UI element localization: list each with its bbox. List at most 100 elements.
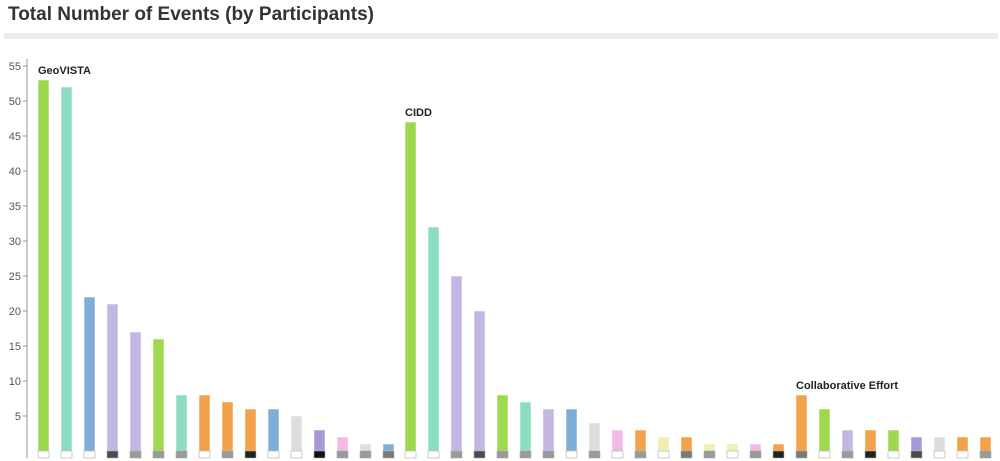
bar [519, 401, 532, 452]
bar [887, 429, 900, 452]
bar-base [772, 450, 785, 459]
bar-base [267, 450, 280, 459]
bar [818, 408, 831, 452]
bar-base [795, 450, 808, 459]
bar-base [336, 450, 349, 459]
y-tick-label: 15 [9, 341, 21, 353]
y-tick-label: 45 [9, 131, 21, 143]
bar [60, 86, 73, 452]
bar [382, 443, 395, 452]
bar-base [726, 450, 739, 459]
bar-base [152, 450, 165, 459]
bar-base [933, 450, 946, 459]
bar-base [359, 450, 372, 459]
bar [267, 408, 280, 452]
y-tick-label: 50 [9, 96, 21, 108]
y-tick-label: 25 [9, 271, 21, 283]
bar [657, 436, 670, 452]
bar [933, 436, 946, 452]
bar-base [473, 450, 486, 459]
bar [313, 429, 326, 452]
bar-base [221, 450, 234, 459]
y-tick-label: 55 [9, 61, 21, 73]
bar-base [404, 450, 417, 459]
bar-base [818, 450, 831, 459]
bar-base [450, 450, 463, 459]
bar [152, 338, 165, 452]
bar [772, 443, 785, 452]
bar [588, 422, 601, 452]
y-tick-label: 20 [9, 306, 21, 318]
bar-base [496, 450, 509, 459]
group-label: CIDD [405, 107, 432, 119]
bar-base [956, 450, 969, 459]
bar [450, 275, 463, 452]
bar-base [290, 450, 303, 459]
bar [198, 394, 211, 452]
bar-base [83, 450, 96, 459]
bar [290, 415, 303, 452]
bar-base [910, 450, 923, 459]
y-tick-label: 35 [9, 201, 21, 213]
bar-base [106, 450, 119, 459]
bar [106, 303, 119, 452]
bar-base [588, 450, 601, 459]
y-axis: 5 10 15 20 25 30 35 40 45 50 55 [9, 59, 28, 458]
bar [565, 408, 578, 452]
bar [83, 296, 96, 452]
bar [956, 436, 969, 452]
bar [864, 429, 877, 452]
bar [221, 401, 234, 452]
bar [703, 443, 716, 452]
y-tick-label: 30 [9, 236, 21, 248]
bar [910, 436, 923, 452]
group-labels: GeoVISTA CIDD Collaborative Effort [38, 65, 898, 392]
bar-base [864, 450, 877, 459]
bar [359, 443, 372, 452]
group-label: GeoVISTA [38, 65, 91, 77]
bar [496, 394, 509, 452]
y-tick-label: 10 [9, 376, 21, 388]
bar-base [703, 450, 716, 459]
bar [244, 408, 257, 452]
bar-base [542, 450, 555, 459]
bar-base [611, 450, 624, 459]
bar [726, 443, 739, 452]
bar [37, 79, 50, 452]
bar [795, 394, 808, 452]
y-tick-label: 40 [9, 166, 21, 178]
bar-base [427, 450, 440, 459]
bar-base [749, 450, 762, 459]
bar [841, 429, 854, 452]
bar [680, 436, 693, 452]
bar [749, 443, 762, 452]
bar-base [634, 450, 647, 459]
group-label: Collaborative Effort [796, 380, 898, 392]
bar [611, 429, 624, 452]
bar-base [841, 450, 854, 459]
bar [404, 121, 417, 452]
page-title: Total Number of Events (by Participants) [8, 4, 374, 25]
bar [979, 436, 992, 452]
bar-base [382, 450, 395, 459]
bar-base [313, 450, 326, 459]
bar-base [887, 450, 900, 459]
bar [336, 436, 349, 452]
bar-base [175, 450, 188, 459]
bar [129, 331, 142, 452]
bar [542, 408, 555, 452]
bar [634, 429, 647, 452]
bar-base [979, 450, 992, 459]
bar [175, 394, 188, 452]
bar-series [37, 79, 992, 459]
title-divider [4, 33, 998, 39]
bar-base [37, 450, 50, 459]
bar-base [680, 450, 693, 459]
bar-base [519, 450, 532, 459]
bar-chart: 5 10 15 20 25 30 35 40 45 50 55 GeoVISTA CIDD Collab… [9, 59, 992, 459]
bar-base [565, 450, 578, 459]
bar [473, 310, 486, 452]
bar-base [129, 450, 142, 459]
bar-base [244, 450, 257, 459]
bar-base [198, 450, 211, 459]
